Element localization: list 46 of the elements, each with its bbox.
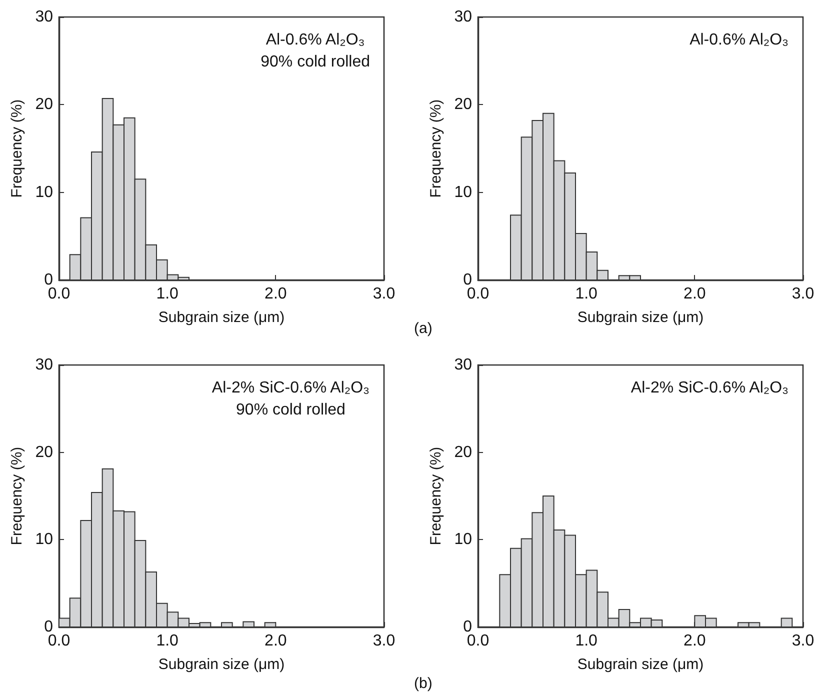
y-tick-label: 30 [454, 8, 472, 26]
x-tick-label: 0.0 [48, 632, 70, 650]
x-tick-label: 1.0 [575, 286, 598, 302]
x-tick-label: 2.0 [684, 286, 706, 302]
y-tick-label: 10 [454, 184, 472, 201]
y-axis-title: Frequency (%) [427, 99, 444, 198]
x-tick-label: 1.0 [156, 632, 179, 650]
x-axis-title: Subgrain size (μm) [158, 656, 285, 673]
text: (a) [414, 320, 432, 337]
y-tick-label: 20 [35, 444, 54, 461]
y-tick-label: 10 [35, 184, 54, 201]
annotation: Al-2% SiC-0.6% Al₂O₃ [630, 380, 789, 396]
annotation: Al-2% SiC-0.6% Al₂O₃ 90% cold rolled [212, 380, 370, 418]
x-tick-label: 2.0 [264, 286, 287, 302]
x-axis-title: Subgrain size (μm) [577, 656, 704, 673]
x-axis-title: Subgrain size (μm) [577, 309, 704, 326]
y-tick-label: 30 [35, 356, 54, 374]
x-tick-label: 3.0 [792, 632, 814, 650]
y-tick-label: 0 [463, 618, 472, 636]
y-tick-label: 0 [44, 618, 54, 636]
x-tick-label: 0.0 [466, 286, 490, 302]
x-tick-label: 0.0 [48, 286, 70, 302]
annotation: Al-0.6% Al₂O₃ [690, 32, 789, 48]
text: (b) [414, 675, 432, 692]
x-tick-label: 0.0 [466, 632, 490, 650]
x-tick-label: 1.0 [575, 632, 598, 650]
annotation: Al-0.6% Al₂O₃ 90% cold rolled [260, 32, 370, 70]
x-tick-label: 2.0 [684, 632, 706, 650]
y-tick-label: 0 [463, 272, 472, 288]
x-tick-label: 1.0 [156, 286, 179, 302]
y-tick-label: 20 [454, 444, 472, 461]
y-tick-label: 20 [454, 96, 472, 114]
y-axis-title: Frequency (%) [8, 99, 26, 198]
x-tick-label: 3.0 [372, 286, 396, 302]
x-axis-title: Subgrain size (μm) [158, 309, 285, 326]
y-tick-label: 0 [44, 272, 54, 288]
y-tick-label: 20 [35, 96, 54, 114]
y-tick-label: 10 [454, 531, 472, 548]
y-tick-label: 10 [35, 531, 54, 548]
x-tick-label: 2.0 [264, 632, 287, 650]
x-tick-label: 3.0 [372, 632, 396, 650]
y-tick-label: 30 [35, 8, 54, 26]
x-tick-label: 3.0 [792, 286, 814, 302]
y-tick-label: 30 [454, 356, 472, 374]
y-axis-title: Frequency (%) [8, 446, 26, 546]
y-axis-title: Frequency (%) [427, 446, 444, 546]
